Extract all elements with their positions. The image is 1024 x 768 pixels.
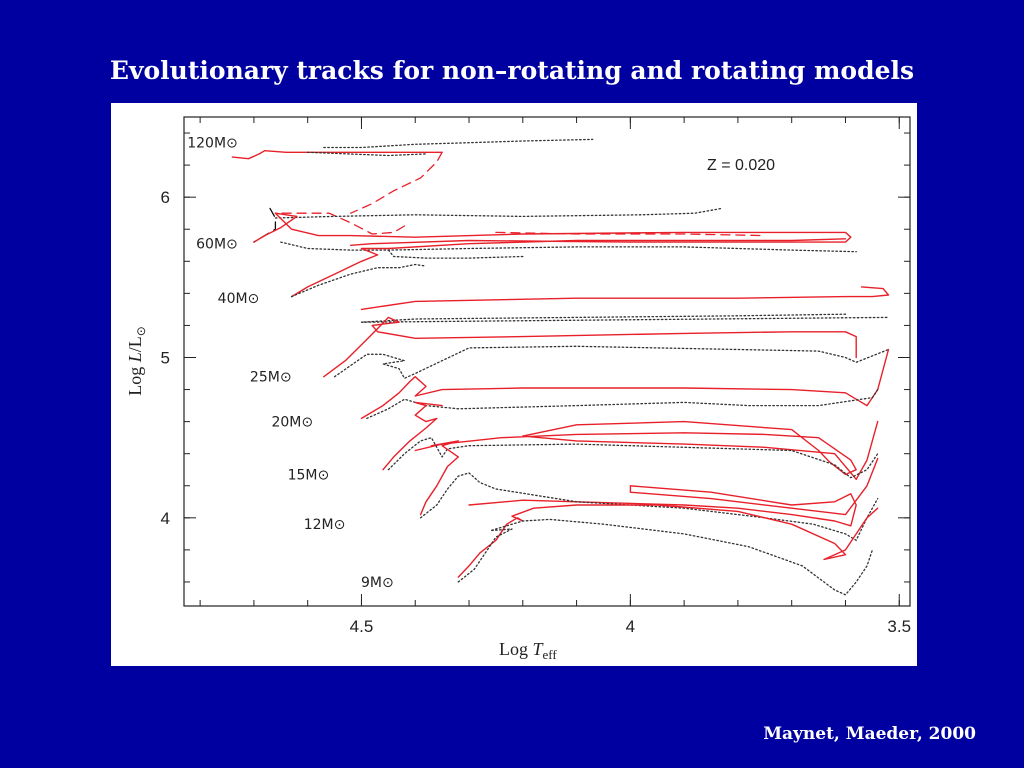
track-non-rotating — [290, 263, 427, 298]
x-tick-label: 4.5 — [350, 617, 374, 636]
track-non-rotating — [387, 249, 524, 259]
track-non-rotating — [387, 437, 879, 479]
track-rotating-unstable — [495, 231, 766, 237]
hr-diagram-chart: 4.5 4 3.5 4 5 6 120M⊙ 60M⊙ 40M⊙ 25M⊙ 20M⊙ 15M⊙ 12M⊙… — [125, 116, 911, 662]
track-non-rotating — [419, 472, 879, 541]
mass-label: 20M⊙ — [271, 415, 313, 431]
ticks-layer: 4.5 4 3.5 4 5 6 — [161, 117, 911, 636]
track-rotating — [253, 212, 852, 247]
x-tick-label: 4 — [626, 617, 635, 636]
labels-layer: 120M⊙ 60M⊙ 40M⊙ 25M⊙ 20M⊙ 15M⊙ 12M⊙ 9M⊙ — [187, 136, 393, 591]
mass-label: 12M⊙ — [304, 517, 346, 533]
track-non-rotating — [333, 345, 890, 379]
mass-label: 9M⊙ — [361, 575, 394, 591]
plot-frame — [183, 116, 911, 607]
y-tick-label: 6 — [161, 188, 170, 207]
track-rotating — [468, 457, 879, 527]
citation: Maynet, Maeder, 2000 — [763, 724, 976, 744]
track-rotating — [382, 401, 443, 471]
mass-label: 15M⊙ — [288, 468, 330, 484]
tracks-layer — [231, 138, 890, 596]
track-non-rotating — [366, 388, 879, 420]
track-rotating — [290, 238, 847, 298]
metallicity-annotation: Z = 0.020 — [707, 157, 775, 174]
track-non-rotating-unstable — [253, 207, 277, 243]
track-non-rotating — [280, 241, 857, 253]
track-rotating — [360, 348, 890, 420]
track-rotating — [231, 150, 443, 160]
track-rotating — [360, 286, 890, 311]
chart-panel: 4.5 4 3.5 4 5 6 120M⊙ 60M⊙ 40M⊙ 25M⊙ 20M⊙ 15M⊙ 12M⊙… — [111, 103, 917, 666]
y-tick-label: 5 — [161, 348, 170, 367]
track-non-rotating — [274, 207, 723, 219]
mass-label: 120M⊙ — [187, 136, 238, 152]
slide-title: Evolutionary tracks for non–rotating and… — [109, 56, 915, 85]
mass-label: 60M⊙ — [196, 237, 238, 253]
track-non-rotating — [360, 313, 890, 323]
track-non-rotating — [323, 138, 594, 149]
track-non-rotating — [307, 151, 427, 157]
track-rotating — [457, 504, 879, 578]
y-tick-label: 4 — [161, 509, 170, 528]
x-axis-label: Log Teff — [499, 639, 557, 662]
track-rotating — [323, 316, 857, 378]
track-rotating — [419, 440, 459, 516]
track-non-rotating — [457, 518, 874, 596]
mass-label: 25M⊙ — [250, 370, 292, 386]
track-rotating — [414, 420, 879, 480]
y-axis-label: Log L/L⊙ — [125, 326, 148, 396]
x-tick-label: 3.5 — [887, 617, 911, 636]
track-rotating-unstable — [350, 151, 443, 214]
mass-label: 40M⊙ — [218, 291, 260, 307]
